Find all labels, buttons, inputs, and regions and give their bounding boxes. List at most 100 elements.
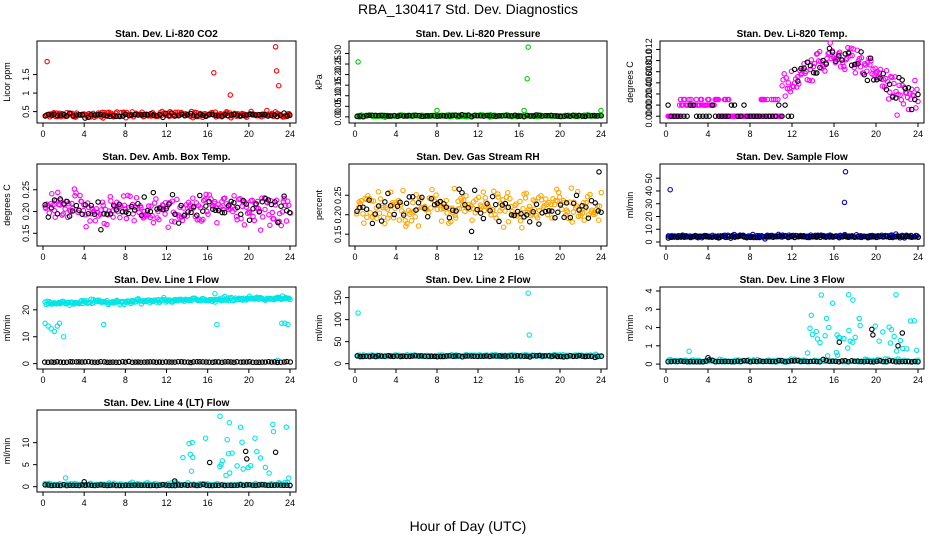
data-point	[908, 234, 915, 240]
data-point	[357, 204, 363, 211]
data-point	[836, 53, 842, 59]
data-point	[772, 233, 779, 239]
data-point	[526, 203, 533, 210]
data-point	[490, 206, 496, 213]
data-point	[252, 435, 258, 441]
data-point	[477, 113, 484, 119]
data-point	[598, 107, 604, 114]
data-point	[517, 353, 524, 359]
data-point	[363, 112, 370, 119]
data-point	[722, 113, 728, 119]
y-tick-label: 1	[21, 91, 31, 96]
data-point	[747, 359, 754, 365]
data-point	[240, 197, 246, 204]
data-point	[561, 199, 567, 206]
data-point	[60, 359, 67, 366]
y-tick-label: 0	[333, 361, 343, 366]
data-point	[273, 68, 280, 74]
x-tick-label: 24	[285, 498, 295, 508]
data-point	[489, 193, 496, 200]
x-tick-label: 0	[352, 129, 357, 139]
data-point	[912, 77, 918, 84]
data-point	[135, 200, 141, 207]
y-tick-label: 0.20	[333, 206, 343, 224]
x-tick-label: 16	[829, 252, 839, 262]
data-point	[178, 202, 184, 209]
data-point	[100, 321, 107, 328]
data-point	[244, 456, 250, 462]
data-point	[869, 326, 875, 333]
x-tick-label: 12	[473, 252, 483, 262]
y-tick-label: 4	[644, 288, 654, 293]
data-point	[224, 436, 230, 443]
data-point	[548, 112, 554, 119]
data-point	[468, 114, 475, 120]
data-point	[684, 234, 690, 240]
data-point	[276, 218, 282, 225]
data-point	[722, 358, 728, 365]
data-point	[219, 359, 225, 366]
data-point	[744, 234, 750, 241]
data-point	[761, 96, 768, 103]
data-point	[781, 71, 787, 77]
data-point	[783, 75, 790, 81]
data-point	[206, 198, 212, 205]
data-point	[397, 199, 403, 206]
data-point	[795, 78, 801, 84]
x-tick-label: 24	[913, 252, 923, 262]
data-point	[511, 212, 517, 219]
data-point	[856, 315, 862, 322]
data-point	[138, 212, 145, 219]
series-2	[665, 326, 921, 365]
x-tick-label: 24	[913, 129, 923, 139]
data-point	[256, 359, 262, 366]
data-point	[410, 199, 416, 206]
data-point	[241, 222, 248, 228]
data-point	[512, 112, 518, 119]
data-point	[889, 74, 895, 81]
data-point	[886, 81, 893, 88]
data-point	[438, 218, 445, 224]
data-point	[551, 113, 558, 119]
data-point	[181, 212, 188, 219]
data-point	[243, 201, 250, 207]
data-point	[595, 217, 602, 223]
data-point	[412, 353, 419, 359]
panel-ylabel: ml/min	[625, 315, 635, 342]
data-point	[100, 112, 107, 119]
data-point	[466, 206, 473, 212]
data-point	[809, 331, 816, 338]
data-point	[268, 482, 275, 489]
data-point	[546, 353, 552, 359]
data-point	[129, 482, 135, 489]
data-point	[585, 212, 592, 218]
data-point	[668, 358, 675, 365]
data-point	[210, 206, 216, 212]
data-point	[523, 190, 529, 196]
data-point	[434, 206, 440, 213]
data-point	[855, 60, 861, 67]
data-point	[709, 102, 716, 108]
data-point	[138, 112, 145, 118]
data-point	[268, 201, 275, 208]
data-point	[582, 353, 589, 360]
data-point	[269, 209, 276, 216]
data-point	[845, 44, 851, 51]
data-point	[188, 468, 195, 474]
data-point	[231, 359, 237, 366]
data-point	[357, 353, 363, 360]
data-point	[823, 357, 830, 364]
data-point	[913, 347, 920, 354]
data-point	[104, 482, 110, 489]
data-point	[172, 211, 178, 217]
data-point	[253, 482, 259, 489]
data-point	[533, 201, 540, 208]
data-point	[373, 353, 379, 360]
data-point	[484, 200, 490, 207]
data-point	[194, 359, 200, 365]
data-point	[757, 358, 763, 364]
data-point	[763, 358, 769, 364]
data-point	[728, 102, 735, 108]
data-point	[595, 113, 601, 119]
data-point	[500, 197, 506, 203]
